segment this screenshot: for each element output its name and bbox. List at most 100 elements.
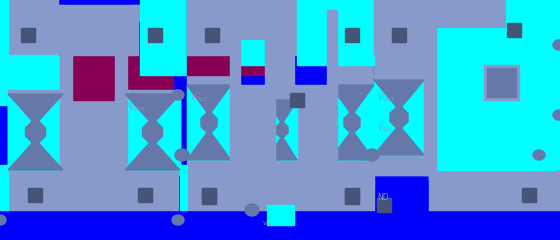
Bar — [21, 28, 35, 42]
Bar — [58, 22, 173, 100]
Bar — [8, 175, 178, 210]
Ellipse shape — [245, 204, 259, 216]
Polygon shape — [125, 140, 180, 170]
Polygon shape — [8, 94, 63, 124]
Ellipse shape — [553, 40, 560, 50]
Bar — [73, 125, 113, 155]
Bar — [374, 0, 434, 55]
Bar — [265, 10, 275, 185]
Bar — [392, 28, 406, 42]
Bar — [28, 188, 42, 202]
Bar — [332, 0, 374, 185]
Polygon shape — [330, 130, 374, 160]
Polygon shape — [390, 104, 408, 131]
Polygon shape — [344, 110, 360, 134]
Bar — [424, 0, 436, 175]
Ellipse shape — [172, 90, 184, 100]
Bar — [130, 5, 180, 55]
Bar — [487, 68, 516, 97]
Bar — [205, 28, 219, 42]
Bar — [125, 90, 180, 175]
Polygon shape — [187, 130, 231, 160]
Bar — [115, 10, 127, 175]
Bar — [267, 205, 294, 225]
Polygon shape — [142, 118, 162, 146]
Bar — [8, 90, 180, 175]
Bar — [267, 100, 297, 160]
Text: $V_{OUT}$: $V_{OUT}$ — [128, 101, 147, 114]
Text: D: D — [10, 195, 15, 201]
Bar — [231, 40, 268, 65]
Bar — [8, 0, 58, 175]
Bar — [436, 40, 556, 170]
Bar — [140, 0, 187, 75]
Bar — [202, 188, 216, 202]
Bar — [429, 0, 504, 60]
Bar — [290, 93, 304, 107]
Polygon shape — [125, 94, 180, 124]
Bar — [374, 55, 429, 175]
Bar — [327, 10, 337, 185]
Ellipse shape — [533, 150, 545, 160]
Ellipse shape — [0, 215, 6, 225]
Bar — [377, 198, 391, 212]
Bar — [202, 190, 216, 204]
Bar — [0, 75, 60, 105]
Ellipse shape — [365, 150, 377, 160]
Text: ND: ND — [377, 193, 389, 202]
Bar — [187, 0, 267, 75]
Bar — [429, 0, 560, 180]
Text: $V_{OUT}$: $V_{OUT}$ — [377, 91, 396, 103]
Bar — [287, 0, 374, 55]
Bar — [125, 94, 180, 170]
Polygon shape — [374, 125, 424, 155]
Bar — [73, 125, 113, 155]
Polygon shape — [330, 85, 374, 115]
Polygon shape — [267, 136, 297, 160]
Polygon shape — [26, 118, 45, 146]
Polygon shape — [267, 100, 297, 124]
Bar — [8, 5, 63, 55]
Bar — [345, 28, 359, 42]
Bar — [60, 10, 72, 175]
Text: $V_{OUT}$: $V_{OUT}$ — [190, 91, 209, 103]
Ellipse shape — [553, 110, 560, 120]
Ellipse shape — [172, 215, 184, 225]
Bar — [429, 28, 529, 60]
Ellipse shape — [365, 149, 379, 161]
Bar — [374, 0, 434, 85]
Bar — [0, 0, 8, 75]
Bar — [374, 0, 429, 175]
Bar — [187, 180, 374, 210]
Bar — [230, 10, 240, 185]
Ellipse shape — [175, 149, 189, 161]
Polygon shape — [8, 140, 63, 170]
Bar — [287, 0, 374, 55]
Bar — [345, 188, 359, 202]
Bar — [148, 28, 162, 42]
Bar — [231, 85, 331, 185]
Bar — [187, 85, 231, 160]
Polygon shape — [374, 80, 424, 110]
Bar — [429, 0, 504, 30]
Bar — [330, 85, 374, 160]
Bar — [267, 0, 294, 110]
Polygon shape — [201, 110, 217, 134]
Polygon shape — [276, 121, 288, 139]
Bar — [267, 5, 292, 25]
Bar — [0, 165, 8, 210]
Bar — [484, 65, 519, 100]
Bar — [187, 0, 232, 185]
Bar — [180, 165, 187, 210]
Text: $V_{N1}$: $V_{N1}$ — [377, 121, 391, 133]
Bar — [374, 0, 560, 55]
Bar — [138, 188, 152, 202]
Bar — [0, 55, 65, 75]
Bar — [8, 5, 173, 55]
Bar — [58, 10, 138, 55]
Bar — [507, 23, 521, 37]
Text: $V_{ss}$: $V_{ss}$ — [262, 219, 273, 228]
Bar — [429, 170, 560, 210]
Bar — [522, 188, 536, 202]
Bar — [187, 0, 274, 55]
